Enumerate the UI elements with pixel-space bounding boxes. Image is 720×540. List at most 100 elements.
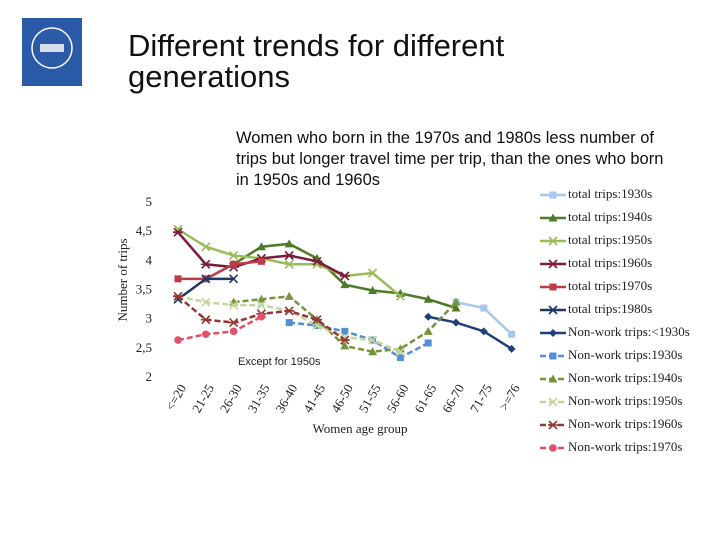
title-line: Different trends for different <box>128 28 505 63</box>
series-line <box>177 228 402 298</box>
marker <box>340 341 350 350</box>
legend-label: Non-work trips:1960s <box>568 416 682 431</box>
marker <box>201 242 211 252</box>
marker <box>549 329 557 337</box>
x-tick-label: 71-75 <box>467 381 495 415</box>
marker <box>229 250 239 261</box>
marker <box>174 336 182 344</box>
x-tick-label: 66-70 <box>439 381 467 415</box>
y-tick-label: 4,5 <box>136 223 152 238</box>
marker <box>423 326 433 335</box>
marker <box>230 260 238 268</box>
marker <box>480 304 488 312</box>
legend-label: Non-work trips:<1930s <box>568 324 690 339</box>
marker <box>549 444 557 452</box>
marker <box>312 256 322 266</box>
legend-label: total trips:1960s <box>568 255 652 270</box>
x-axis-label: Women age group <box>313 421 408 436</box>
marker <box>368 286 378 294</box>
y-tick-label: 2 <box>146 369 153 384</box>
marker <box>229 274 239 284</box>
legend-label: total trips:1970s <box>568 278 652 293</box>
marker <box>284 291 294 300</box>
y-tick-label: 4 <box>146 252 153 267</box>
legend-label: total trips:1950s <box>568 232 652 247</box>
legend-label: Non-work trips:1970s <box>568 439 682 454</box>
x-tick-label: 21-25 <box>189 381 217 415</box>
series-line <box>177 315 262 342</box>
marker <box>256 300 266 310</box>
legend-label: total trips:1940s <box>568 209 652 224</box>
y-tick-label: 5 <box>146 194 153 209</box>
marker <box>451 297 461 306</box>
marker <box>202 330 210 339</box>
marker <box>479 327 488 336</box>
legend-label: Non-work trips:1950s <box>568 393 682 408</box>
marker <box>368 268 378 278</box>
legend-label: total trips:1980s <box>568 301 652 316</box>
marker <box>548 305 558 315</box>
series-line <box>178 260 262 281</box>
series-line <box>289 321 429 360</box>
marker <box>424 339 432 347</box>
series-line <box>177 231 346 278</box>
y-tick-label: 2,5 <box>136 340 152 355</box>
x-tick-label: 36-40 <box>272 381 300 415</box>
marker <box>549 352 557 360</box>
marker <box>284 259 294 269</box>
marker <box>548 259 558 269</box>
marker <box>229 300 239 310</box>
marker <box>368 335 378 345</box>
marker <box>285 319 293 327</box>
slide-title: Different trends for different generatio… <box>128 30 504 92</box>
marker <box>548 236 558 246</box>
marker <box>340 280 350 289</box>
marker <box>423 294 433 303</box>
x-tick-label: 61-65 <box>411 381 439 415</box>
marker <box>451 303 461 312</box>
marker <box>548 420 558 430</box>
y-axis-label: Number of trips <box>115 238 130 321</box>
x-tick-label: 31-35 <box>244 381 272 415</box>
x-tick-label: <=20 <box>162 381 189 412</box>
marker <box>174 275 182 283</box>
marker <box>284 250 295 261</box>
marker <box>508 330 516 338</box>
marker <box>548 213 558 222</box>
logo <box>22 18 82 86</box>
marker <box>200 315 211 325</box>
marker <box>548 397 558 407</box>
marker <box>256 294 266 303</box>
marker <box>452 318 460 327</box>
marker <box>507 344 516 353</box>
marker <box>201 274 211 284</box>
x-tick-label: 56-60 <box>383 381 411 415</box>
x-tick-label: 51-55 <box>356 381 384 415</box>
marker <box>339 335 350 345</box>
marker <box>548 374 558 383</box>
marker <box>284 239 294 248</box>
marker <box>173 227 183 237</box>
marker <box>341 327 349 335</box>
marker <box>312 315 322 325</box>
marker <box>284 306 295 316</box>
title-line: generations <box>128 59 291 94</box>
y-tick-label: 3,5 <box>136 281 152 296</box>
y-tick-label: 3 <box>146 311 153 326</box>
marker <box>549 283 557 291</box>
marker <box>396 354 404 362</box>
series-line <box>427 315 513 350</box>
x-tick-label: 46-50 <box>328 381 356 415</box>
marker <box>549 191 557 199</box>
x-tick-label: 26-30 <box>217 381 245 415</box>
marker <box>368 347 378 356</box>
legend-label: Non-work trips:1940s <box>568 370 682 385</box>
marker <box>256 242 266 251</box>
marker <box>200 259 211 269</box>
marker <box>257 312 266 321</box>
marker <box>257 257 265 265</box>
marker <box>395 291 405 301</box>
x-tick-label: >=76 <box>496 381 523 413</box>
legend-label: total trips:1930s <box>568 186 652 201</box>
